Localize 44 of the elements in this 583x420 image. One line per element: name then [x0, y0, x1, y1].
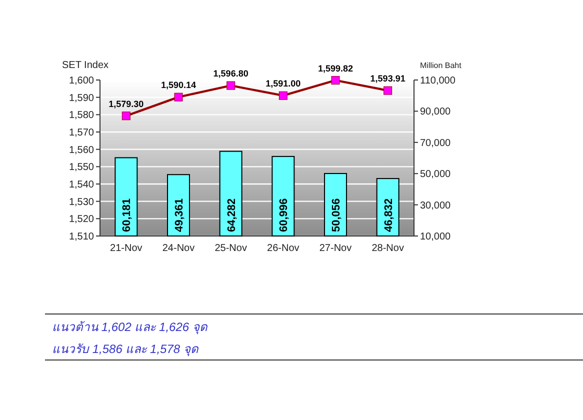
x-tick-label: 28-Nov	[372, 243, 404, 254]
data-label: 60,181	[121, 198, 134, 232]
y-tick-label: 1,540	[68, 180, 94, 190]
y-tick-label: 1,510	[68, 232, 94, 242]
x-tick-label: 27-Nov	[319, 243, 352, 254]
y-tick-label: 1,600	[68, 76, 94, 86]
x-tick-label: 26-Nov	[267, 243, 300, 254]
point	[278, 91, 288, 100]
y-tick-label: 1,560	[68, 144, 94, 156]
y2-axis-title: Million Baht	[420, 61, 462, 70]
text: แนวต้าน 1,602 และ 1,626 จุด	[52, 320, 208, 335]
point	[122, 112, 130, 120]
x-tick-label: 25-Nov	[214, 243, 247, 254]
data-label: 1,590.14	[160, 80, 196, 90]
data-label: 64,282	[226, 198, 238, 232]
y2-tick-label: 90,000	[420, 106, 452, 118]
y-tick-label: 1,590	[68, 92, 94, 104]
data-label: 46,832	[382, 198, 395, 232]
data-label: 1,591.00	[266, 78, 301, 89]
y2-tick-label: 30,000	[420, 200, 452, 212]
data-label: 49,361	[174, 198, 186, 232]
y-tick-label: 1,570	[68, 128, 94, 138]
x-tick-label: 21-Nov	[110, 243, 142, 254]
y-tick-label: 1,580	[68, 110, 94, 122]
data-label: 1,599.82	[318, 63, 354, 74]
y2-tick-label: 50,000	[420, 169, 452, 180]
point	[174, 92, 183, 102]
data-label: 1,596.80	[213, 68, 248, 79]
data-label: 60,996	[278, 198, 290, 232]
text: แนวรับ 1,586 และ 1,578 จุด	[52, 342, 200, 357]
data-label: 1,579.30	[108, 98, 144, 109]
x-tick-label: 24-Nov	[162, 243, 195, 254]
y-tick-label: 1,530	[68, 196, 94, 208]
data-label: 50,056	[330, 198, 342, 232]
y-tick-label: 1,520	[68, 214, 94, 226]
point	[331, 76, 340, 85]
y-tick-label: 1,550	[68, 162, 94, 174]
y-axis-title: SET Index	[62, 60, 109, 71]
point	[384, 86, 392, 95]
y2-tick-label: 110,000	[420, 76, 456, 86]
point	[226, 81, 236, 90]
y2-tick-label: 70,000	[420, 138, 452, 149]
data-label: 1,593.91	[370, 74, 406, 84]
y2-tick-label: 10,000	[420, 232, 452, 242]
